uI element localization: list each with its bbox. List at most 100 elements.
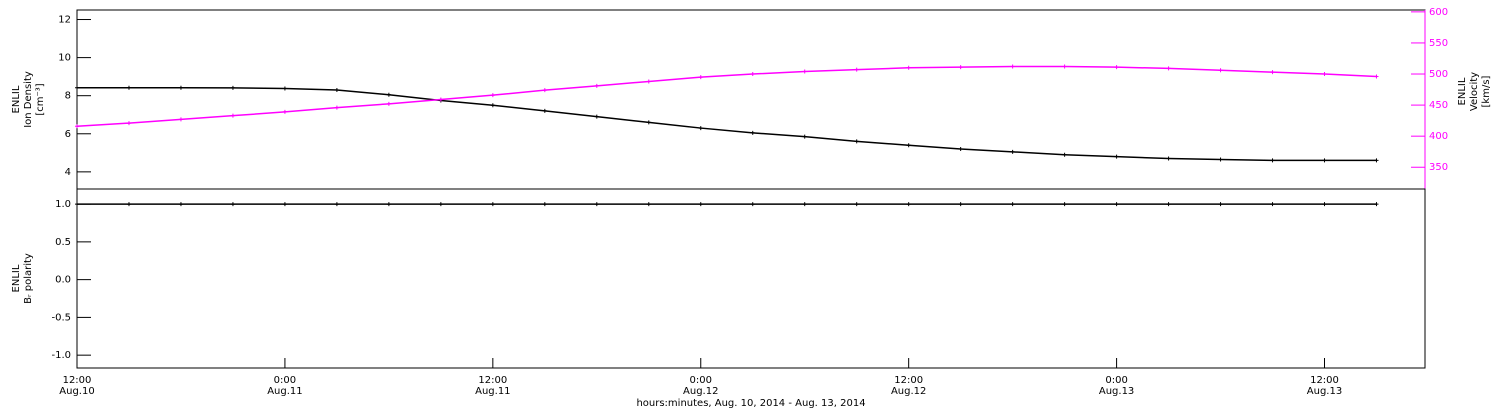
series-marker [1114, 65, 1119, 70]
series-marker [230, 85, 235, 90]
y-axis-title: [cm⁻³] [35, 83, 46, 115]
series-marker [75, 85, 79, 90]
y2-tick-label: 350 [1429, 162, 1448, 173]
series-marker [126, 121, 131, 126]
series-marker [386, 92, 391, 97]
series-marker [594, 114, 599, 119]
y-axis-title: ENLIL [11, 264, 22, 292]
y2-axis-title: [km/s] [1481, 75, 1492, 107]
x-tick-date: Aug.11 [267, 386, 302, 397]
series-marker [854, 67, 859, 72]
series-marker [542, 202, 547, 207]
y-tick-label: 0.0 [55, 275, 71, 286]
series-marker [646, 202, 651, 207]
y-tick-label: -1.0 [51, 350, 71, 361]
y-tick-label: 10 [58, 53, 71, 64]
series-marker [750, 130, 755, 135]
x-tick-label: 12:00 [894, 375, 923, 386]
y-tick-label: 1.0 [55, 199, 71, 210]
x-tick-date: Aug.13 [1307, 386, 1342, 397]
series-marker [1374, 74, 1379, 79]
y-axis-title: ENLIL [11, 85, 22, 113]
series-marker [958, 65, 963, 70]
x-axis-title: hours:minutes, Aug. 10, 2014 - Aug. 13, … [636, 398, 865, 409]
y2-tick-label: 550 [1429, 38, 1448, 49]
series-marker [698, 202, 703, 207]
y2-tick-label: 600 [1429, 7, 1448, 18]
series-marker [1062, 64, 1067, 69]
series-marker [1322, 158, 1327, 163]
y2-tick-label: 450 [1429, 100, 1448, 111]
series-marker [334, 87, 339, 92]
series-marker [490, 93, 495, 98]
series-marker [542, 88, 547, 93]
series-marker [1270, 70, 1275, 75]
y2-tick-label: 500 [1429, 69, 1448, 80]
series-marker [334, 202, 339, 207]
series-marker [854, 202, 859, 207]
series-marker [126, 85, 131, 90]
x-tick-label: 0:00 [274, 375, 296, 386]
series-marker [906, 143, 911, 148]
series-marker [178, 85, 183, 90]
y-axis-title: Bᵣ polarity [23, 253, 34, 304]
series-marker [386, 101, 391, 106]
series-marker [490, 103, 495, 108]
series-marker [958, 147, 963, 152]
series-marker [1010, 202, 1015, 207]
series-marker [282, 109, 287, 114]
series-marker [1010, 149, 1015, 154]
series-marker [1062, 152, 1067, 157]
y-tick-label: 0.5 [55, 237, 71, 248]
series-marker [1166, 156, 1171, 161]
series-marker [646, 120, 651, 125]
series-marker [1062, 202, 1067, 207]
series-marker [1010, 64, 1015, 69]
series-marker [1270, 202, 1275, 207]
series-marker [75, 124, 79, 129]
series-line [76, 65, 1377, 127]
x-tick-date: Aug.13 [1099, 386, 1134, 397]
plot-frame [76, 188, 1426, 369]
series-marker [958, 202, 963, 207]
y-tick-label: 8 [65, 91, 71, 102]
series-marker [594, 83, 599, 88]
series-marker [1218, 157, 1223, 162]
series-marker [1114, 202, 1119, 207]
x-tick-date: Aug.11 [475, 386, 510, 397]
series-marker [75, 202, 79, 207]
series-marker [646, 79, 651, 84]
series-marker [594, 202, 599, 207]
series-marker [230, 113, 235, 118]
series-marker [438, 202, 443, 207]
series-marker [1218, 202, 1223, 207]
series-marker [490, 202, 495, 207]
series-marker [1374, 202, 1379, 207]
x-tick-label: 12:00 [1310, 375, 1339, 386]
series-marker [750, 72, 755, 77]
series-marker [386, 202, 391, 207]
series-marker [438, 97, 443, 102]
series-marker [1374, 158, 1379, 163]
series-marker [750, 202, 755, 207]
series-marker [906, 202, 911, 207]
series-marker [542, 108, 547, 113]
series-marker [802, 134, 807, 139]
series-marker [1218, 68, 1223, 73]
series-marker [282, 86, 287, 91]
series-marker [698, 75, 703, 80]
y-tick-label: 6 [65, 129, 71, 140]
series-marker [1322, 72, 1327, 77]
series-marker [1270, 158, 1275, 163]
x-tick-date: Aug.10 [59, 386, 94, 397]
series-marker [1166, 202, 1171, 207]
series-marker [178, 117, 183, 122]
series-marker [178, 202, 183, 207]
series-line [77, 86, 1377, 162]
x-tick-label: 0:00 [690, 375, 712, 386]
y2-tick-label: 400 [1429, 131, 1448, 142]
y2-axis-title: ENLIL [1457, 77, 1468, 105]
series-marker [1166, 66, 1171, 71]
x-tick-date: Aug.12 [891, 386, 926, 397]
